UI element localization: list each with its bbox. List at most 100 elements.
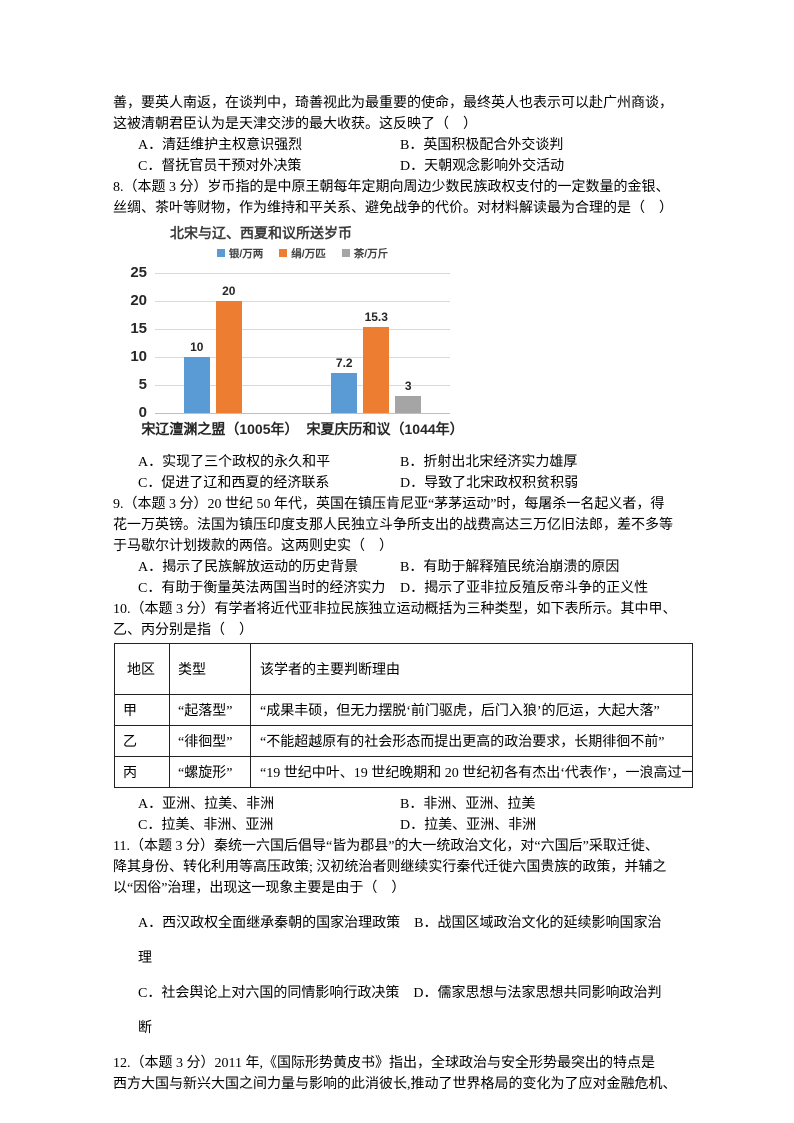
- y-tick-label: 10: [130, 348, 147, 365]
- chart-y-axis: 0 5 10 15 20 25: [113, 264, 155, 421]
- option-d: D．导致了北宋政权积贫积弱: [400, 476, 579, 491]
- chart-legend: 银/万两 绢/万匹 茶/万斤: [155, 246, 450, 260]
- table-header-row: 地区 类型 该学者的主要判断理由: [114, 643, 693, 695]
- chart-category-labels: 宋辽澶渊之盟（1005年） 宋夏庆历和议（1044年）: [141, 419, 463, 439]
- option-b: B．英国积极配合外交谈判: [400, 138, 564, 153]
- options-row: C．促进了辽和西夏的经济联系 D．导致了北宋政权积贫积弱: [113, 473, 691, 494]
- y-tick-label: 25: [130, 264, 147, 281]
- bar-value-label: 10: [190, 340, 204, 354]
- cell-type: “徘徊型”: [169, 725, 251, 757]
- chart-gridline: [155, 301, 450, 302]
- column-header-region: 地区: [114, 643, 170, 695]
- options-row: A．清廷维护主权意识强烈 B．英国积极配合外交谈判: [113, 135, 691, 156]
- option-c: C．督抚官员干预对外决策: [138, 159, 302, 174]
- table-row: 甲 “起落型” “成果丰硕，但无力摆脱‘前门驱虎，后门入狼’的厄运，大起大落”: [114, 694, 693, 726]
- options-row: C．督抚官员干预对外决策 D．天朝观念影响外交活动: [113, 156, 691, 177]
- bar-group: 7.2 15.3 3: [303, 273, 451, 413]
- question-stem-line: 丝绸、茶叶等财物，作为维持和平关系、避免战争的代价。对材料解读最为合理的是（ ）: [113, 201, 673, 216]
- y-tick-label: 5: [138, 376, 147, 393]
- bar-value-label: 15.3: [364, 310, 388, 325]
- table-row: 丙 “螺旋形” “19 世纪中叶、19 世纪晚期和 20 世纪初各有杰出‘代表作…: [114, 756, 693, 788]
- option-d: D．拉美、亚洲、非洲: [400, 818, 537, 833]
- option-a: A．实现了三个政权的永久和平: [138, 455, 331, 470]
- page-content: 善，要英人南返，在谈判中，琦善视此为最重要的使命，最终英人也表示可以赴广州商谈，…: [113, 93, 693, 1095]
- chart-gridline: [155, 385, 450, 386]
- question-stem-line: 西方大国与新兴大国之间力量与影响的此消彼长,推动了世界格局的变化为了应对金融危机…: [113, 1077, 677, 1092]
- option-a: A．清廷维护主权意识强烈: [138, 138, 303, 153]
- options-row: C．拉美、非洲、亚洲 D．拉美、亚洲、非洲: [113, 815, 691, 836]
- legend-item: 绢/万匹: [279, 246, 326, 261]
- bar: [363, 327, 390, 413]
- option-d: D．天朝观念影响外交活动: [400, 159, 565, 174]
- question-stem-line: 9.（本题 3 分）20 世纪 50 年代，英国在镇压肯尼亚“茅茅运动”时，每屠…: [113, 497, 665, 512]
- legend-item: 茶/万斤: [341, 246, 388, 261]
- cell-reason: “成果丰硕，但无力摆脱‘前门驱虎，后门入狼’的厄运，大起大落”: [250, 694, 693, 726]
- question-stem-line: 于马歇尔计划拨款的两倍。这两则史实（ ）: [113, 539, 393, 554]
- bar-group: 10 20: [155, 273, 303, 413]
- question-stem-line: 8.（本题 3 分）岁币指的是中原王朝每年定期向周边少数民族政权支付的一定数量的…: [113, 180, 670, 195]
- column-header-reason: 该学者的主要判断理由: [250, 643, 693, 695]
- column-header-type: 类型: [169, 643, 251, 695]
- question-10: 10.（本题 3 分）有学者将近代亚非拉民族独立运动概括为三种类型，如下表所示。…: [113, 599, 693, 836]
- bar-slot: 20: [215, 273, 242, 413]
- category-label: 宋辽澶渊之盟（1005年）: [141, 421, 299, 437]
- option-d: D．揭示了亚非拉反殖反帝斗争的正义性: [400, 581, 649, 596]
- classification-table: 地区 类型 该学者的主要判断理由 甲 “起落型” “成果丰硕，但无力摆脱‘前门驱…: [114, 643, 693, 788]
- option-a: A．揭示了民族解放运动的历史背景: [138, 560, 359, 575]
- cell-region: 甲: [114, 694, 170, 726]
- question-stem-line: 善，要英人南返，在谈判中，琦善视此为最重要的使命，最终英人也表示可以赴广州商谈，: [113, 96, 673, 111]
- cell-reason: “不能超越原有的社会形态而提出更高的政治要求，长期徘徊不前”: [250, 725, 693, 757]
- option-d-continuation: 断: [138, 1021, 152, 1036]
- option-c: C．有助于衡量英法两国当时的经济实力: [138, 581, 386, 596]
- question-12: 12.（本题 3 分）2011 年,《国际形势黄皮书》指出，全球政治与安全形势最…: [113, 1053, 691, 1095]
- cell-type: “起落型”: [169, 694, 251, 726]
- question-stem-line: 花一万英镑。法国为镇压印度支那人民独立斗争所支出的战费高达三万亿旧法郎，差不多等: [113, 518, 673, 533]
- question-stem-line: 11.（本题 3 分）秦统一六国后倡导“皆为郡县”的大一统政治文化，对“六国后”…: [113, 839, 659, 854]
- options-row: A．揭示了民族解放运动的历史背景 B．有助于解释殖民统治崩溃的原因: [113, 557, 691, 578]
- cell-region: 丙: [114, 756, 170, 788]
- cell-reason: “19 世纪中叶、19 世纪晚期和 20 世纪初各有杰出‘代表作’，一浪高过一浪…: [250, 756, 693, 788]
- question-7-continuation: 善，要英人南返，在谈判中，琦善视此为最重要的使命，最终英人也表示可以赴广州商谈，…: [113, 93, 691, 177]
- legend-swatch: [216, 249, 225, 257]
- y-tick-label: 20: [130, 292, 147, 309]
- legend-swatch: [279, 249, 288, 257]
- cell-type: “螺旋形”: [169, 756, 251, 788]
- chart-gridline: [155, 273, 450, 274]
- options-row: A．亚洲、拉美、非洲 B．非洲、亚洲、拉美: [113, 794, 691, 815]
- options-row: C．有助于衡量英法两国当时的经济实力 D．揭示了亚非拉反殖反帝斗争的正义性: [113, 578, 691, 599]
- options-row: A．实现了三个政权的永久和平 B．折射出北宋经济实力雄厚: [113, 452, 691, 473]
- chart-gridline: [155, 413, 450, 414]
- bar-slot: 3: [395, 273, 422, 413]
- tribute-bar-chart: 北宋与辽、西夏和议所送岁币 银/万两 绢/万匹 茶/万斤 0 5 10 15 20 25 10…: [113, 225, 691, 439]
- chart-plot-row: 0 5 10 15 20 25 10 20 7.2 15.3 3: [113, 264, 691, 421]
- bar-value-label: 3: [404, 379, 412, 394]
- chart-title: 北宋与辽、西夏和议所送岁币: [170, 225, 352, 241]
- option-b: B．非洲、亚洲、拉美: [400, 797, 536, 812]
- option-c: C．促进了辽和西夏的经济联系: [138, 476, 330, 491]
- question-stem-line: 这被清朝君臣认为是天津交涉的最大收获。这反映了（ ）: [113, 117, 477, 132]
- question-stem-line: 10.（本题 3 分）有学者将近代亚非拉民族独立运动概括为三种类型，如下表所示。…: [113, 602, 677, 617]
- cell-region: 乙: [114, 725, 170, 757]
- option-b: B．有助于解释殖民统治崩溃的原因: [400, 560, 620, 575]
- bar-slot: 7.2: [331, 273, 358, 413]
- option-c: C．拉美、非洲、亚洲: [138, 818, 274, 833]
- y-tick-label: 0: [138, 404, 147, 421]
- chart-gridline: [155, 357, 450, 358]
- option-b-continuation: 理: [138, 951, 152, 966]
- table-row: 乙 “徘徊型” “不能超越原有的社会形态而提出更高的政治要求，长期徘徊不前”: [114, 725, 693, 757]
- bar: [395, 396, 422, 413]
- question-stem-line: 12.（本题 3 分）2011 年,《国际形势黄皮书》指出，全球政治与安全形势最…: [113, 1056, 655, 1071]
- question-stem-line: 降其身份、转化利用等高压政策; 汉初统治者则继续实行秦代迁徙六国贵族的政策，并辅…: [113, 860, 667, 875]
- question-11: 11.（本题 3 分）秦统一六国后倡导“皆为郡县”的大一统政治文化，对“六国后”…: [113, 836, 691, 1039]
- legend-item: 银/万两: [216, 246, 264, 261]
- legend-label: 银/万两: [228, 247, 264, 260]
- legend-label: 绢/万匹: [291, 247, 326, 260]
- options-line-cd: C．社会舆论上对六国的同情影响行政决策 D．儒家思想与法家思想共同影响政治判: [138, 986, 662, 1001]
- category-label: 宋夏庆历和议（1044年）: [306, 421, 464, 437]
- bar-slot: 15.3: [363, 273, 390, 413]
- question-stem-line: 乙、丙分别是指（ ）: [113, 623, 253, 638]
- bar-groups: 10 20 7.2 15.3 3: [155, 273, 450, 413]
- legend-swatch: [341, 249, 350, 257]
- options-line-ab: A．西汉政权全面继承秦朝的国家治理政策 B．战国区域政治文化的延续影响国家治: [138, 916, 662, 931]
